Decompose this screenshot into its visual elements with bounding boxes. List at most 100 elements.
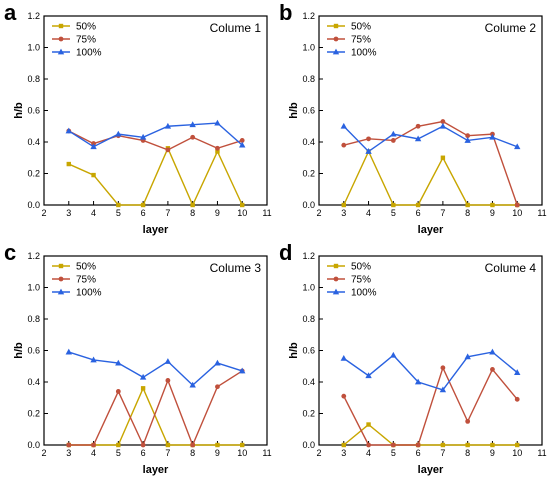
data-point <box>390 130 397 137</box>
data-point <box>464 352 471 359</box>
y-tick-label: 0.8 <box>302 314 315 324</box>
data-point <box>440 364 446 370</box>
y-tick-label: 0.6 <box>302 106 315 116</box>
data-point <box>240 442 245 447</box>
series-line-50pct <box>343 423 518 446</box>
data-point <box>214 119 221 126</box>
data-point <box>341 142 347 148</box>
y-tick-label: 0.4 <box>302 137 315 147</box>
x-tick-label: 5 <box>391 208 396 218</box>
data-point <box>515 442 520 447</box>
data-point <box>365 371 372 378</box>
series-line-75pct <box>343 120 518 206</box>
legend-label: 50% <box>76 261 96 272</box>
data-point <box>490 442 495 447</box>
x-tick-label: 11 <box>537 448 546 458</box>
x-axis-label: layer <box>143 224 169 236</box>
x-tick-label: 9 <box>490 448 495 458</box>
x-tick-label: 2 <box>316 448 321 458</box>
data-point <box>240 202 245 208</box>
data-point <box>489 133 496 140</box>
data-point <box>465 202 470 208</box>
data-point <box>415 202 421 208</box>
data-point <box>514 143 521 150</box>
data-point <box>164 122 172 129</box>
data-point <box>366 442 371 447</box>
y-tick-label: 0.0 <box>27 200 40 210</box>
legend-label: 75% <box>351 35 371 46</box>
data-point <box>90 356 97 362</box>
data-point <box>415 123 421 129</box>
x-tick-label: 9 <box>490 208 495 218</box>
data-point <box>514 368 521 375</box>
data-point <box>140 202 146 208</box>
data-point <box>333 36 339 42</box>
series-line-100pct <box>68 350 243 386</box>
data-point <box>115 388 121 394</box>
chart-title: Columе 1 <box>210 21 262 35</box>
x-tick-label: 8 <box>190 448 195 458</box>
legend-label: 50% <box>351 261 371 272</box>
x-tick-label: 6 <box>141 208 146 218</box>
legend-label: 75% <box>76 35 96 46</box>
data-point <box>66 442 72 447</box>
x-tick-label: 11 <box>262 448 271 458</box>
chart-title: Columе 4 <box>485 261 537 275</box>
legend-label: 75% <box>351 274 371 285</box>
y-tick-label: 0.0 <box>27 440 40 450</box>
data-point <box>140 385 146 390</box>
x-tick-label: 10 <box>237 208 247 218</box>
data-point <box>116 202 121 208</box>
data-point <box>465 133 471 139</box>
data-point <box>465 418 471 424</box>
x-tick-label: 6 <box>416 208 421 218</box>
data-point <box>332 48 340 55</box>
legend-label: 75% <box>76 274 96 285</box>
data-point <box>215 442 220 447</box>
y-tick-label: 1.0 <box>302 43 315 53</box>
data-point <box>465 442 470 447</box>
panel-letter: d <box>279 240 292 265</box>
data-point <box>340 354 347 361</box>
panel-letter: b <box>279 0 292 25</box>
x-tick-label: 10 <box>237 448 247 458</box>
x-tick-label: 8 <box>465 448 470 458</box>
data-point <box>414 378 422 384</box>
y-tick-label: 0.4 <box>27 377 40 387</box>
x-axis-label: layer <box>418 224 444 236</box>
y-tick-label: 0.8 <box>27 314 40 324</box>
y-tick-label: 0.2 <box>27 169 40 179</box>
series-line-100pct <box>68 122 243 148</box>
data-point <box>139 133 147 140</box>
data-point <box>440 442 446 447</box>
data-point <box>490 366 495 372</box>
data-point <box>514 396 520 402</box>
data-point <box>341 442 346 447</box>
y-tick-label: 1.2 <box>302 11 315 21</box>
x-tick-label: 9 <box>215 208 220 218</box>
x-tick-label: 7 <box>440 208 445 218</box>
x-tick-label: 10 <box>512 208 522 218</box>
data-point <box>440 119 446 124</box>
x-tick-label: 8 <box>190 208 195 218</box>
y-tick-label: 1.0 <box>27 43 40 53</box>
data-point <box>165 442 171 447</box>
series-line-100pct <box>343 350 518 391</box>
chart-svg-d: 2 3 4 5 6 7 8 9 10 11 0.0 0.2 0.4 0.6 0.8 1.0 1.2 layer h/… <box>279 240 547 476</box>
x-tick-label: 7 <box>440 448 445 458</box>
data-point <box>489 348 496 354</box>
y-tick-label: 0.8 <box>302 74 315 84</box>
data-point <box>189 381 196 388</box>
x-tick-label: 6 <box>141 448 146 458</box>
data-point <box>366 136 371 142</box>
chart-panel-a: 2 3 4 5 6 7 8 9 10 11 0.0 0.2 0.4 0.6 0.8 1.0 1.2 layer h/… <box>0 0 275 240</box>
data-point <box>439 122 447 129</box>
x-tick-label: 4 <box>91 448 96 458</box>
data-point <box>414 135 422 142</box>
data-point <box>440 155 446 160</box>
y-tick-label: 0.6 <box>302 345 315 355</box>
chart-panel-b: 2 3 4 5 6 7 8 9 10 11 0.0 0.2 0.4 0.6 0.8 1.0 1.2 layer h/… <box>275 0 550 240</box>
x-tick-label: 3 <box>66 208 71 218</box>
data-point <box>341 393 347 399</box>
data-point <box>333 23 339 29</box>
